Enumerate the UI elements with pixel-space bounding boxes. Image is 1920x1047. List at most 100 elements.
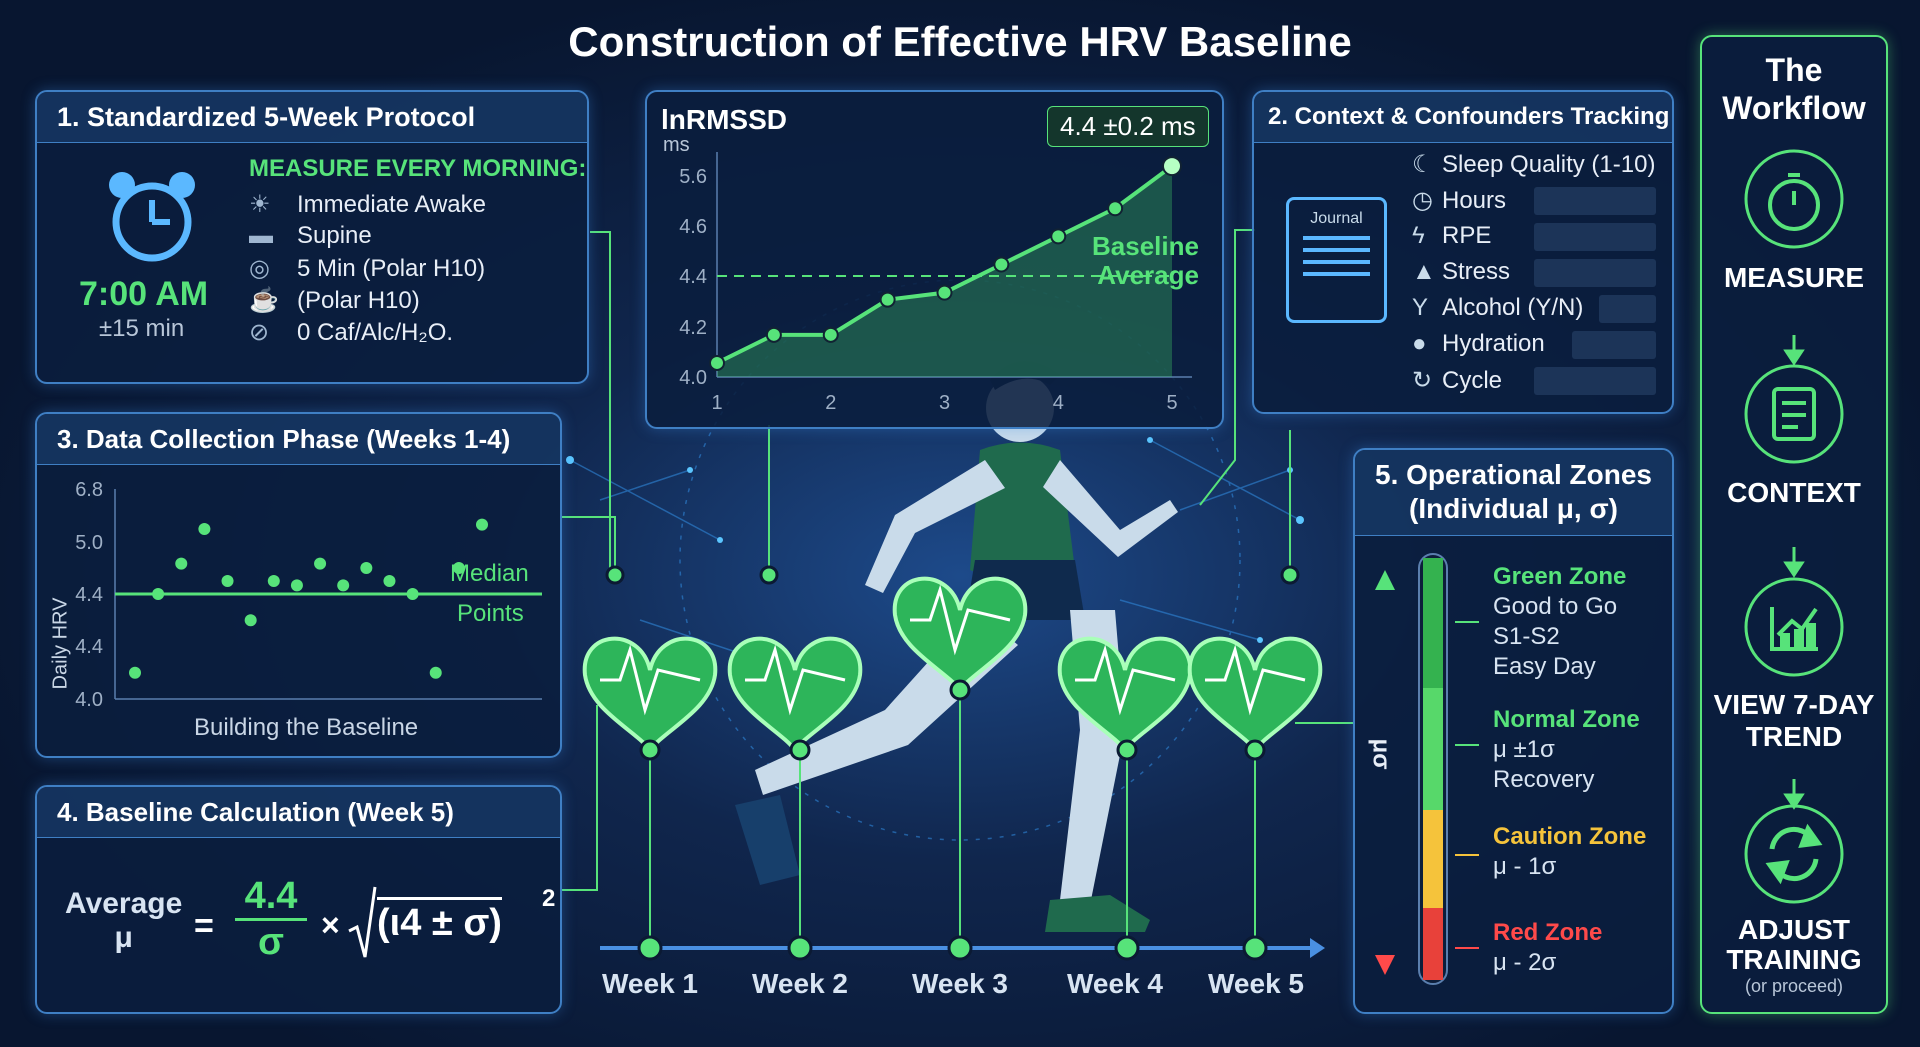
measure-heading: MEASURE EVERY MORNING: [249,155,587,182]
week-label: Week 3 [912,968,1008,999]
average-text: Average [65,887,183,920]
y-tick-label: 4.4 [75,584,103,606]
zone-caution: Caution Zone μ - 1σ [1493,822,1646,882]
sunrise-icon: ☀ [249,191,271,218]
list-item: 5 Min (Polar H10) [297,255,486,282]
bed-icon: ▬ [249,222,273,249]
protocol-panel: 1. Standardized 5-Week Protocol 7:00 AM … [35,90,589,384]
y-tick-label: 6.8 [75,479,103,501]
workflow-heading: The Workflow [1702,51,1886,127]
heading-line: (Individual μ, σ) [1409,493,1618,524]
y-tick-label: 4.4 [75,636,103,658]
radicand: (ι4 ± σ) [377,897,502,945]
x-tick-label: 3 [939,392,950,414]
panel-footer: Building the Baseline [194,714,419,741]
zone-name: Normal Zone [1493,706,1640,733]
heading-line: 5. Operational Zones [1375,459,1652,490]
data-point [476,518,488,531]
cycle-arrows-icon [1765,823,1823,885]
list-item: Supine [297,222,372,249]
workflow-step-trend: VIEW 7-DAY TREND [1702,689,1886,753]
zone-detail: μ - 1σ [1493,853,1557,880]
data-point [221,575,234,587]
bolt-icon: ϟ [1412,222,1425,249]
journal-icon: Journal [1286,197,1387,323]
warning-icon: ▲ [1412,258,1436,285]
droplet-icon: ● [1412,330,1427,357]
panel-heading: 5. Operational Zones (Individual μ, σ) [1355,450,1672,536]
callout-badge: 4.4 ±0.2 ms [1047,106,1209,147]
step-label: TREND [1745,721,1843,752]
zone-name: Caution Zone [1493,823,1647,850]
average-label: Average μ [65,887,182,955]
denominator: σ [258,921,284,963]
week-label: Week 1 [602,968,698,999]
alarm-clock-icon [109,172,195,262]
data-point [198,523,211,535]
numerator: 4.4 [235,875,307,921]
y-tick-label: 4.0 [679,367,707,389]
x-tick-label: 2 [825,392,836,414]
zones-panel: 5. Operational Zones (Individual μ, σ) μ… [1353,448,1674,1014]
data-point [175,557,188,570]
entry-bar [1534,367,1656,395]
y-tick-label: 5.6 [679,166,707,188]
no-drink-icon: ⊘ [249,319,270,346]
data-point [244,614,257,627]
timeline-labels: Week 1 Week 2 Week 3 Week 4 Week 5 [0,968,1920,1008]
list-item: (Polar H10) [297,287,420,314]
heart-row [582,576,1323,754]
heading-line: The [1765,52,1823,88]
moon-icon: ☾ [1412,151,1434,178]
entry-bar [1534,223,1656,251]
y-tick-label: 4.4 [679,266,707,288]
stopwatch-icon [1768,173,1820,231]
data-point [429,666,442,679]
workflow-step-context: CONTEXT [1727,477,1861,508]
y-tick-label: 4.0 [75,689,103,711]
calculation-panel: 4. Baseline Calculation (Week 5) Average… [35,785,562,1014]
cycle-icon: ↻ [1412,367,1433,394]
context-list: ☾ Sleep Quality (1-10) ◷ Hours ϟ RPE ▲ Stres… [1412,150,1655,402]
data-point [936,284,953,301]
glass-icon: Y [1412,294,1429,321]
daily-hrv-scatter-chart: 4.0 4.4 4.4 5.0 6.8 [75,479,542,711]
zone-name: Green Zone [1493,563,1627,590]
data-point [129,666,141,679]
zone-normal: Normal Zone μ ±1σ Recovery [1493,705,1640,795]
panel-heading: 3. Data Collection Phase (Weeks 1-4) [37,414,560,465]
exponent: 2 [542,885,556,912]
clipboard-icon [1772,387,1816,441]
protocol-time: 7:00 AM [79,275,209,313]
chart-unit: ms [663,134,690,156]
workflow-panel: The Workflow MEASURE CONTEXT [1700,35,1888,1014]
list-item: Stress [1442,258,1511,285]
list-item: RPE [1442,222,1492,249]
panel-heading: 2. Context & Confounders Tracking [1254,92,1672,143]
zone-red: Red Zone μ - 2σ [1493,918,1602,978]
zone-detail: μ - 2σ [1493,949,1557,976]
data-point [267,575,280,587]
step-label: TRAINING [1726,944,1862,975]
list-item: Hydration [1442,330,1545,357]
data-point [879,291,896,308]
list-item: Alcohol (Y/N) [1442,294,1584,321]
workflow-step-adjust: ADJUST TRAINING (or proceed) [1702,915,1886,997]
median-label: Median [450,560,529,587]
week-timeline [600,565,1325,961]
entry-bar [1534,259,1656,287]
times-sign: × [321,907,340,943]
data-point [406,588,419,600]
data-point [152,588,165,600]
data-point [452,562,465,574]
zone-detail: Easy Day [1493,653,1596,680]
data-point [822,326,839,343]
clock-icon: ◷ [1412,187,1433,214]
week-label: Week 2 [752,968,848,999]
workflow-step-measure: MEASURE [1723,262,1864,293]
callout-text: 4.4 ±0.2 ms [1060,111,1196,141]
list-item: Cycle [1442,367,1503,394]
list-item: Sleep Quality (1-10) [1442,151,1656,178]
collection-panel: 3. Data Collection Phase (Weeks 1-4) Dai… [35,412,562,758]
y-tick-label: 4.6 [679,216,707,238]
